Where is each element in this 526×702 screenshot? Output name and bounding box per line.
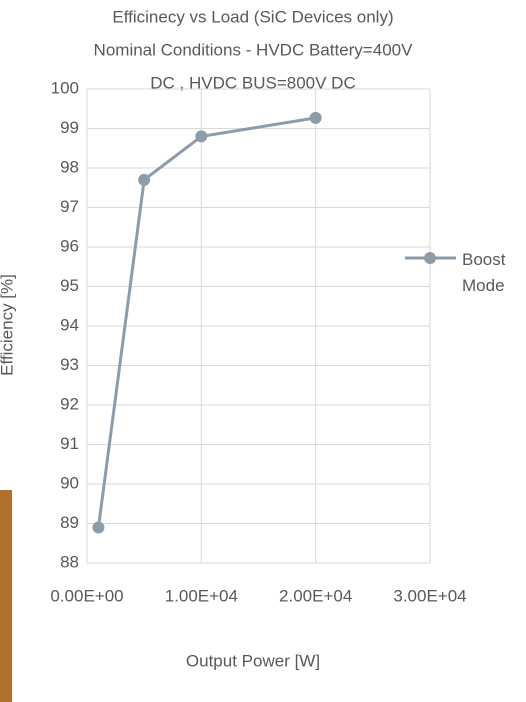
x-axis-label: Output Power [W] [186,651,320,670]
y-tick-label: 90 [60,473,79,492]
chart-title: DC , HVDC BUS=800V DC [150,73,355,92]
y-tick-label: 97 [60,197,79,216]
y-tick-label: 96 [60,236,79,255]
chart-title: Efficinecy vs Load (SiC Devices only) [112,7,393,26]
y-axis-label: Efficiency [%] [0,274,16,376]
data-point [310,112,322,124]
y-tick-label: 89 [60,513,79,532]
chart: Efficinecy vs Load (SiC Devices only) No… [0,0,526,702]
y-tick-label: 100 [51,78,79,97]
x-tick-label: 1.00E+04 [165,586,238,605]
background-image-fragment [0,490,12,702]
data-point [92,521,104,533]
data-point [195,130,207,142]
chart-title: Nominal Conditions - HVDC Battery=400V [94,40,414,59]
y-tick-label: 88 [60,552,79,571]
legend-marker [424,252,436,264]
y-tick-label: 93 [60,355,79,374]
x-tick-label: 3.00E+04 [393,586,466,605]
x-tick-label: 0.00E+00 [50,586,123,605]
data-point [138,174,150,186]
y-tick-label: 98 [60,157,79,176]
series-line [98,118,315,528]
y-tick-label: 91 [60,434,79,453]
legend-label: Boost Mode [462,247,522,299]
y-tick-label: 99 [60,118,79,137]
y-tick-label: 94 [60,315,79,334]
y-tick-label: 95 [60,276,79,295]
x-tick-label: 2.00E+04 [279,586,352,605]
page: Efficinecy vs Load (SiC Devices only) No… [0,0,526,702]
y-tick-label: 92 [60,394,79,413]
